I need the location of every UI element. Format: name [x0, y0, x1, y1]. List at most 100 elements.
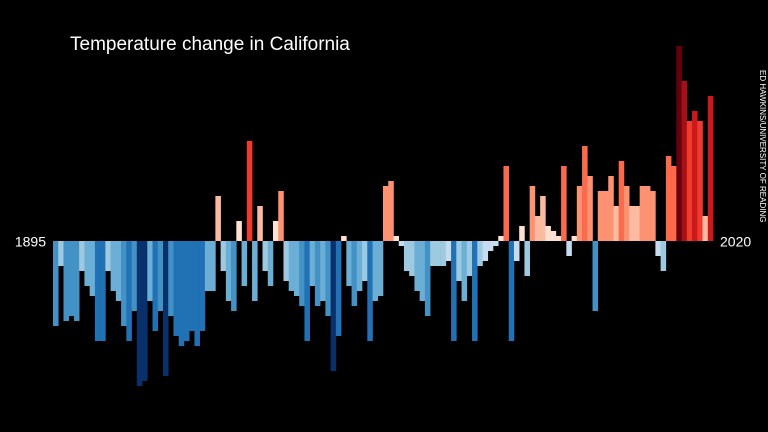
bar — [241, 241, 248, 286]
bar — [472, 241, 478, 341]
bar — [94, 241, 101, 341]
bar — [346, 241, 352, 286]
bar — [555, 236, 562, 241]
bar — [566, 241, 572, 256]
bar — [513, 241, 520, 261]
bar — [335, 241, 342, 336]
bar — [597, 191, 604, 241]
bar — [613, 206, 620, 241]
bar — [697, 121, 703, 241]
bar — [587, 176, 593, 241]
bar — [131, 241, 138, 311]
bar — [105, 241, 111, 271]
bar — [451, 241, 457, 341]
bar — [68, 241, 75, 316]
bar — [283, 241, 290, 281]
bar — [550, 231, 557, 241]
bar — [377, 241, 384, 296]
bar — [419, 241, 426, 301]
bar — [686, 121, 693, 241]
bar — [388, 181, 394, 241]
bar — [702, 216, 709, 241]
bar — [561, 166, 567, 241]
bar — [692, 111, 698, 241]
bar — [288, 241, 295, 291]
bar — [262, 241, 269, 271]
bar — [676, 46, 682, 241]
bar — [183, 241, 190, 341]
bar — [246, 141, 253, 241]
bar — [257, 206, 263, 241]
bar — [623, 186, 630, 241]
bar — [273, 221, 279, 241]
bar — [445, 241, 452, 261]
bar — [309, 241, 316, 286]
bar — [142, 241, 148, 381]
bar — [466, 241, 473, 276]
bar — [63, 241, 70, 321]
bar — [403, 241, 410, 271]
bar — [456, 241, 462, 281]
bar — [367, 241, 373, 341]
bar — [707, 96, 714, 241]
bar — [650, 191, 656, 241]
x-tick-label: 1895 — [15, 234, 46, 250]
bar — [73, 241, 80, 321]
bar — [299, 241, 305, 306]
credit: ED HAWKINS/UNIVERSITY OF READING — [758, 70, 767, 222]
bar — [592, 241, 599, 311]
bar — [409, 241, 415, 276]
x-tick-label: 2020 — [720, 234, 751, 250]
bar — [178, 241, 185, 346]
bar — [571, 236, 578, 241]
bar — [100, 241, 106, 341]
chart-title: Temperature change in California — [70, 34, 350, 55]
bar — [220, 241, 227, 271]
bar — [461, 241, 468, 301]
bar — [644, 186, 651, 241]
bar — [356, 241, 363, 291]
bar — [498, 236, 504, 241]
bar — [126, 241, 132, 341]
bar — [424, 241, 431, 316]
bar — [136, 241, 143, 386]
bar — [529, 186, 536, 241]
bar — [252, 241, 258, 301]
bar — [482, 241, 489, 261]
bar — [639, 186, 646, 241]
bar — [618, 161, 625, 241]
bar — [351, 241, 358, 306]
bar — [665, 156, 672, 241]
bar — [110, 241, 117, 291]
bar — [487, 241, 494, 251]
bar — [493, 241, 499, 246]
bar — [304, 241, 310, 341]
bar — [671, 166, 677, 241]
bar — [576, 186, 583, 241]
bar — [477, 241, 483, 266]
bar — [152, 241, 159, 331]
bar — [231, 241, 237, 311]
bar — [320, 241, 326, 301]
bar — [204, 241, 211, 291]
bar — [157, 241, 164, 311]
bar — [121, 241, 127, 326]
bar — [545, 226, 551, 241]
bar — [89, 241, 96, 296]
bar — [608, 176, 614, 241]
bar — [225, 241, 232, 301]
bar — [398, 241, 405, 246]
bar — [393, 236, 400, 241]
bar — [199, 241, 206, 331]
bar — [524, 241, 530, 276]
bar — [660, 241, 667, 271]
bar — [58, 241, 64, 266]
bar — [314, 241, 321, 306]
bar — [163, 241, 169, 376]
bar — [53, 241, 59, 326]
bar — [414, 241, 420, 291]
bar — [330, 241, 337, 371]
bar — [508, 241, 515, 341]
bar — [540, 196, 546, 241]
